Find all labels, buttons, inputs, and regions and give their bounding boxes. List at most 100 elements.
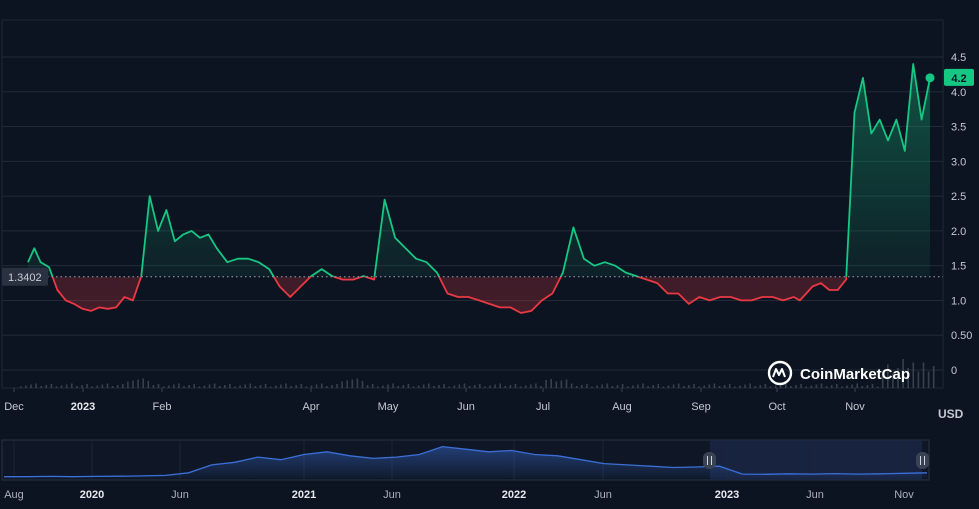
volume-bar [157, 384, 160, 388]
volume-bar [331, 385, 333, 388]
navigator-x-tick-label: Jun [594, 489, 612, 501]
volume-bar [795, 385, 797, 388]
volume-bar [132, 380, 134, 388]
volume-bar [361, 381, 364, 388]
volume-bar [728, 384, 731, 388]
volume-bar [683, 386, 685, 388]
volume-bar [703, 385, 705, 388]
y-tick-label: 0.50 [951, 330, 972, 342]
volume-bar [280, 384, 282, 388]
volume-bar [76, 386, 78, 388]
volume-bar [81, 385, 83, 388]
volume-bar [540, 386, 542, 388]
volume-bar [815, 384, 818, 388]
volume-bar [55, 386, 58, 388]
volume-bar [147, 381, 150, 388]
navigator-line [4, 445, 928, 478]
volume-bar [912, 362, 915, 388]
volume-bar [693, 384, 695, 388]
volume-bar [244, 384, 246, 388]
volume-bar [239, 385, 241, 388]
volume-bar [162, 386, 165, 388]
volume-bar [484, 386, 486, 388]
volume-bar [351, 379, 354, 388]
volume-bar [35, 383, 37, 388]
volume-bar [65, 384, 68, 388]
volume-bar [479, 384, 481, 388]
x-tick-label: Oct [768, 401, 785, 413]
plot-frame [1, 19, 944, 389]
volume-bar [198, 386, 201, 388]
volume-bar [382, 385, 384, 388]
volume-bar [264, 384, 267, 388]
volume-bar [443, 384, 445, 388]
volume-bar [739, 385, 741, 388]
volume-bar [494, 384, 496, 388]
navigator-x-tick-label: 2022 [502, 489, 526, 501]
volume-bar [377, 386, 379, 388]
volume-bar [326, 386, 328, 388]
volume-bar [463, 383, 466, 388]
volume-bar [127, 381, 129, 388]
volume-bar [841, 386, 843, 388]
y-axis: 0 0.50 1.0 1.5 2.0 2.5 3.0 3.5 4.0 4.5 [951, 52, 972, 377]
volume-bar [667, 385, 670, 388]
volume-bar [20, 386, 22, 388]
volume-bar [366, 385, 369, 388]
volume-bar [927, 371, 930, 388]
volume-bar [422, 384, 425, 388]
current-price-marker: 4.2 [925, 68, 974, 86]
volume-bar [152, 385, 155, 388]
volume-bar [336, 384, 338, 388]
volume-bar [473, 385, 476, 388]
volume-bar [785, 383, 787, 388]
coinmarketcap-icon [767, 360, 793, 386]
volume-bar [754, 386, 756, 388]
volume-bar [524, 385, 527, 388]
volume-bar [234, 386, 236, 388]
volume-bar [621, 384, 624, 388]
volume-bar [907, 368, 909, 388]
volume-bar [892, 373, 894, 388]
navigator-handle-right[interactable] [916, 452, 929, 469]
volume-bar [193, 384, 195, 388]
volume-bar [106, 383, 109, 388]
navigator-handle-left[interactable] [703, 452, 716, 469]
volume-bar [677, 383, 680, 388]
current-price-badge [944, 68, 974, 86]
volume-bar [708, 384, 711, 388]
reference-line: 1.3402 [2, 267, 943, 286]
volume-bar [581, 385, 583, 388]
volume-bar [652, 385, 654, 388]
volume-bar [800, 384, 802, 388]
y-tick-label: 2.5 [951, 191, 966, 203]
volume-bar [178, 383, 180, 388]
range-navigator[interactable]: Aug 2020 Jun 2021 Jun 2022 Jun 2023 Jun Nov [1, 439, 930, 501]
x-tick-label: Aug [612, 401, 632, 413]
volume-bar [718, 386, 721, 388]
volume-bar [734, 386, 736, 388]
volume-bar [433, 386, 435, 388]
volume-bar [402, 385, 405, 388]
x-tick-label: Nov [845, 401, 865, 413]
volume-bar [356, 378, 359, 388]
y-tick-label: 4.5 [951, 52, 966, 64]
volume-bar [698, 386, 700, 388]
navigator-x-tick-label: Aug [4, 489, 24, 501]
volume-bar [96, 385, 99, 388]
navigator-x-tick-label: Nov [894, 489, 914, 501]
volume-bar [25, 385, 27, 388]
volume-bar [514, 384, 517, 388]
volume-bar [662, 386, 665, 388]
volume-bar [611, 386, 614, 388]
volume-bar [723, 385, 726, 388]
volume-bar [407, 384, 410, 388]
volume-bar [40, 386, 42, 388]
reference-price-badge [2, 267, 48, 286]
volume-bar [591, 386, 593, 388]
volume-bar [341, 381, 343, 388]
navigator-x-axis: Aug 2020 Jun 2021 Jun 2022 Jun 2023 Jun Nov [4, 489, 914, 501]
x-tick-label: Jul [536, 401, 550, 413]
volume-bar [866, 385, 869, 388]
